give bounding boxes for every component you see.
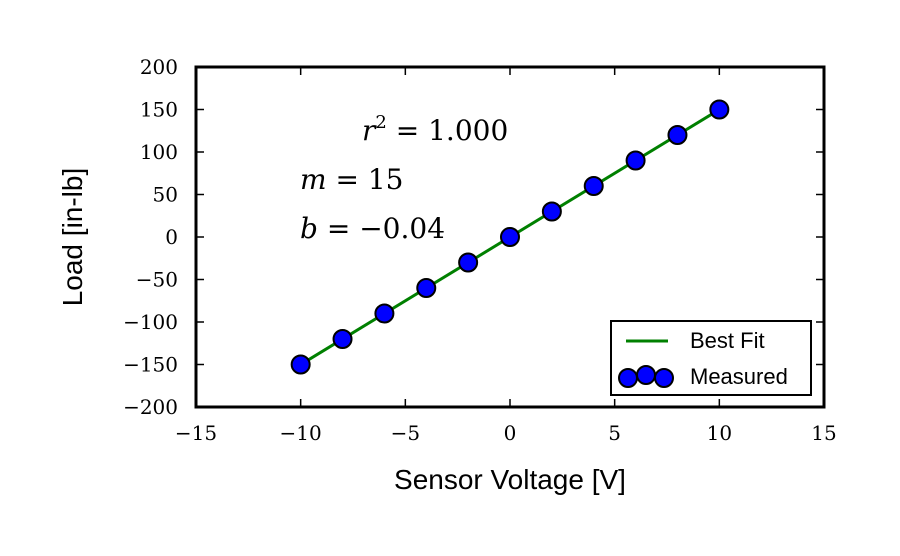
measured-point (625, 150, 646, 171)
slope-value: = 15 (327, 163, 404, 196)
legend-best-fit-label: Best Fit (690, 328, 765, 353)
measured-point (709, 99, 730, 120)
x-tick-label: −5 (391, 421, 420, 445)
x-tick-label: −15 (175, 421, 217, 445)
legend-measured-swatch (618, 365, 674, 388)
r-squared-annotation: r2 = 1.000 (362, 112, 508, 147)
measured-point (332, 329, 353, 349)
legend-measured-marker (654, 368, 674, 388)
measured-point (374, 303, 395, 324)
y-tick-label: −200 (123, 395, 178, 419)
r-squared-value: = 1.000 (387, 114, 508, 147)
tick-labels: −15 −10 −5 0 5 10 15−200−150−100−5005010015020… (123, 55, 837, 445)
slope-symbol: m (300, 163, 327, 196)
y-tick-label: 0 (165, 225, 178, 249)
legend: Best Fit Measured (610, 320, 812, 396)
measured-point (416, 278, 437, 298)
x-tick-label: 5 (608, 421, 621, 445)
intercept-symbol: b (300, 212, 318, 245)
y-tick-label: −50 (136, 268, 178, 292)
measured-point (290, 354, 311, 375)
measured-point (541, 201, 562, 222)
y-tick-label: −150 (123, 353, 178, 377)
x-axis-title: Sensor Voltage [V] (394, 464, 626, 495)
measured-point (500, 227, 520, 247)
y-axis-title: Load [in-lb] (57, 168, 88, 307)
slope-annotation: m = 15 (300, 163, 403, 196)
y-tick-label: 50 (153, 183, 178, 207)
r-squared-exponent: 2 (375, 112, 386, 133)
measured-points (290, 99, 730, 375)
measured-point (458, 252, 479, 273)
intercept-annotation: b = −0.04 (300, 212, 445, 245)
y-tick-label: 150 (140, 98, 178, 122)
y-tick-label: −100 (123, 310, 178, 334)
x-tick-label: −10 (280, 421, 322, 445)
intercept-value: = −0.04 (318, 212, 445, 245)
x-tick-label: 0 (504, 421, 517, 445)
plot-frame (194, 65, 826, 409)
y-tick-label: 100 (140, 140, 178, 164)
legend-measured-label: Measured (690, 364, 788, 389)
legend-measured-marker (618, 368, 638, 388)
x-tick-label: 15 (811, 421, 836, 445)
x-tick-label: 10 (707, 421, 732, 445)
measured-point (667, 125, 688, 145)
legend-measured-marker (636, 365, 656, 385)
r-squared-symbol: r (362, 114, 377, 147)
measured-point (583, 176, 604, 196)
y-tick-label: 200 (140, 55, 178, 79)
